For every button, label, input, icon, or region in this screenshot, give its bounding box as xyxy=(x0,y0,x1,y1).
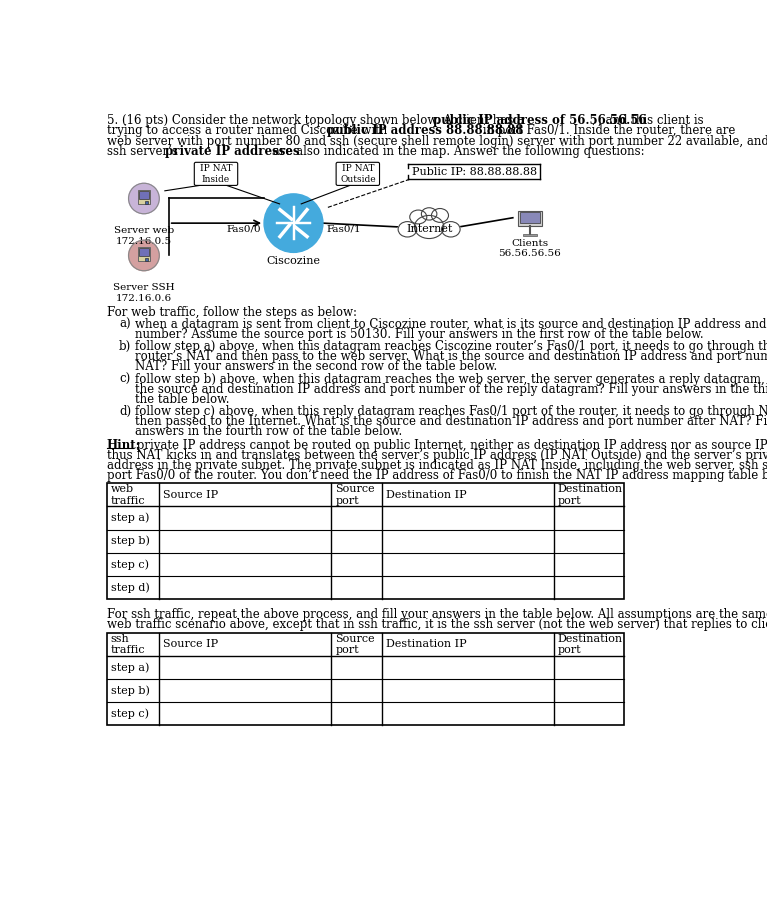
Text: Server web
172.16.0.5: Server web 172.16.0.5 xyxy=(114,226,174,246)
Text: trying to access a router named Ciscozine with: trying to access a router named Ciscozin… xyxy=(107,124,390,137)
Ellipse shape xyxy=(432,208,449,222)
Text: web traffic scenario above, except that in ssh traffic, it is the ssh server (no: web traffic scenario above, except that … xyxy=(107,618,767,631)
Text: private IP address cannot be routed on public Internet, neither as destination I: private IP address cannot be routed on p… xyxy=(133,439,767,452)
FancyBboxPatch shape xyxy=(523,234,537,236)
FancyBboxPatch shape xyxy=(194,162,238,186)
Text: Source
port: Source port xyxy=(335,484,375,506)
Text: IP NAT
Outside: IP NAT Outside xyxy=(340,164,376,184)
Text: Server SSH
172.16.0.6: Server SSH 172.16.0.6 xyxy=(113,283,175,302)
Circle shape xyxy=(129,183,160,213)
Ellipse shape xyxy=(398,222,416,237)
Text: a): a) xyxy=(119,318,130,331)
Text: For web traffic, follow the steps as below:: For web traffic, follow the steps as bel… xyxy=(107,306,357,319)
Text: ssh server’s: ssh server’s xyxy=(107,145,181,158)
Text: step c): step c) xyxy=(110,559,149,570)
Ellipse shape xyxy=(442,222,460,237)
Text: Source IP: Source IP xyxy=(163,490,219,500)
Text: public IP address 88.88.88.88: public IP address 88.88.88.88 xyxy=(327,124,523,137)
Text: thus NAT kicks in and translates between the server’s public IP address (IP NAT : thus NAT kicks in and translates between… xyxy=(107,448,767,462)
Text: step b): step b) xyxy=(110,685,150,696)
Text: web
traffic: web traffic xyxy=(110,484,145,506)
Ellipse shape xyxy=(414,215,444,239)
Text: web server with port number 80 and ssh (secure shell remote login) server with p: web server with port number 80 and ssh (… xyxy=(107,135,767,148)
Text: NAT? Fill your answers in the second row of the table below.: NAT? Fill your answers in the second row… xyxy=(135,361,497,373)
Text: Clients
56.56.56.56: Clients 56.56.56.56 xyxy=(499,239,561,258)
Text: follow step a) above, when this datagram reaches Ciscozine router’s Fas0/1 port,: follow step a) above, when this datagram… xyxy=(135,340,767,353)
Text: For ssh traffic, repeat the above process, and fill your answers in the table be: For ssh traffic, repeat the above proces… xyxy=(107,608,767,621)
FancyBboxPatch shape xyxy=(518,211,542,226)
Text: Hint:: Hint: xyxy=(107,439,140,452)
Circle shape xyxy=(264,194,323,252)
Text: the source and destination IP address and port number of the reply datagram? Fil: the source and destination IP address an… xyxy=(135,382,767,396)
Text: , and this client is: , and this client is xyxy=(598,114,704,126)
FancyBboxPatch shape xyxy=(107,632,624,725)
FancyBboxPatch shape xyxy=(107,483,624,599)
Text: Fas0/0: Fas0/0 xyxy=(226,225,261,234)
FancyBboxPatch shape xyxy=(520,213,540,223)
Text: the table below.: the table below. xyxy=(135,393,229,405)
Text: router’s NAT and then pass to the web server. What is the source and destination: router’s NAT and then pass to the web se… xyxy=(135,350,767,363)
FancyBboxPatch shape xyxy=(145,201,148,204)
Text: then passed to the Internet. What is the source and destination IP address and p: then passed to the Internet. What is the… xyxy=(135,415,767,428)
Text: Destination IP: Destination IP xyxy=(386,490,466,500)
Text: Fas0/1: Fas0/1 xyxy=(326,225,360,234)
Ellipse shape xyxy=(410,210,426,224)
Text: step a): step a) xyxy=(110,662,149,673)
Text: step c): step c) xyxy=(110,709,149,718)
Text: Internet: Internet xyxy=(406,224,453,234)
Text: when a datagram is sent from client to Ciscozine router, what is its source and : when a datagram is sent from client to C… xyxy=(135,318,767,331)
Text: step a): step a) xyxy=(110,513,149,523)
Text: IP NAT
Inside: IP NAT Inside xyxy=(199,164,232,184)
FancyBboxPatch shape xyxy=(140,191,149,198)
Text: public IP address of 56.56.56.56: public IP address of 56.56.56.56 xyxy=(433,114,647,126)
FancyBboxPatch shape xyxy=(336,162,380,186)
Text: follow step c) above, when this reply datagram reaches Fas0/1 port of the router: follow step c) above, when this reply da… xyxy=(135,405,767,418)
Text: Ciscozine: Ciscozine xyxy=(266,257,321,266)
Circle shape xyxy=(129,240,160,271)
Text: Source
port: Source port xyxy=(335,633,375,655)
Text: d): d) xyxy=(119,405,131,418)
FancyBboxPatch shape xyxy=(145,258,148,260)
Text: number? Assume the source port is 50130. Fill your answers in the first row of t: number? Assume the source port is 50130.… xyxy=(135,328,703,341)
Text: b): b) xyxy=(119,340,131,353)
Text: c): c) xyxy=(119,372,130,386)
FancyBboxPatch shape xyxy=(140,248,149,256)
Text: Public IP: 88.88.88.88: Public IP: 88.88.88.88 xyxy=(412,167,537,177)
Text: address in the private subnet. The private subnet is indicated as IP NAT Inside,: address in the private subnet. The priva… xyxy=(107,458,767,472)
Text: private IP addresses: private IP addresses xyxy=(165,145,299,158)
FancyBboxPatch shape xyxy=(137,248,150,260)
Text: Source IP: Source IP xyxy=(163,640,219,649)
Text: are also indicated in the map. Answer the following questions:: are also indicated in the map. Answer th… xyxy=(269,145,644,158)
Text: Destination
port: Destination port xyxy=(558,633,623,655)
Ellipse shape xyxy=(421,208,437,220)
Text: Destination IP: Destination IP xyxy=(386,640,466,649)
Text: in port Fas0/1. Inside the router, there are: in port Fas0/1. Inside the router, there… xyxy=(479,124,736,137)
Text: answers in the fourth row of the table below.: answers in the fourth row of the table b… xyxy=(135,425,402,438)
Text: ssh
traffic: ssh traffic xyxy=(110,633,145,655)
Text: port Fas0/0 of the router. You don’t need the IP address of Fas0/0 to finish the: port Fas0/0 of the router. You don’t nee… xyxy=(107,469,767,482)
Text: Destination
port: Destination port xyxy=(558,484,623,506)
Text: step b): step b) xyxy=(110,536,150,546)
Text: step d): step d) xyxy=(110,582,150,593)
Text: follow step b) above, when this datagram reaches the web server, the server gene: follow step b) above, when this datagram… xyxy=(135,372,767,386)
FancyBboxPatch shape xyxy=(137,190,150,204)
Text: 5. (16 pts) Consider the network topology shown below. A client has a: 5. (16 pts) Consider the network topolog… xyxy=(107,114,528,126)
